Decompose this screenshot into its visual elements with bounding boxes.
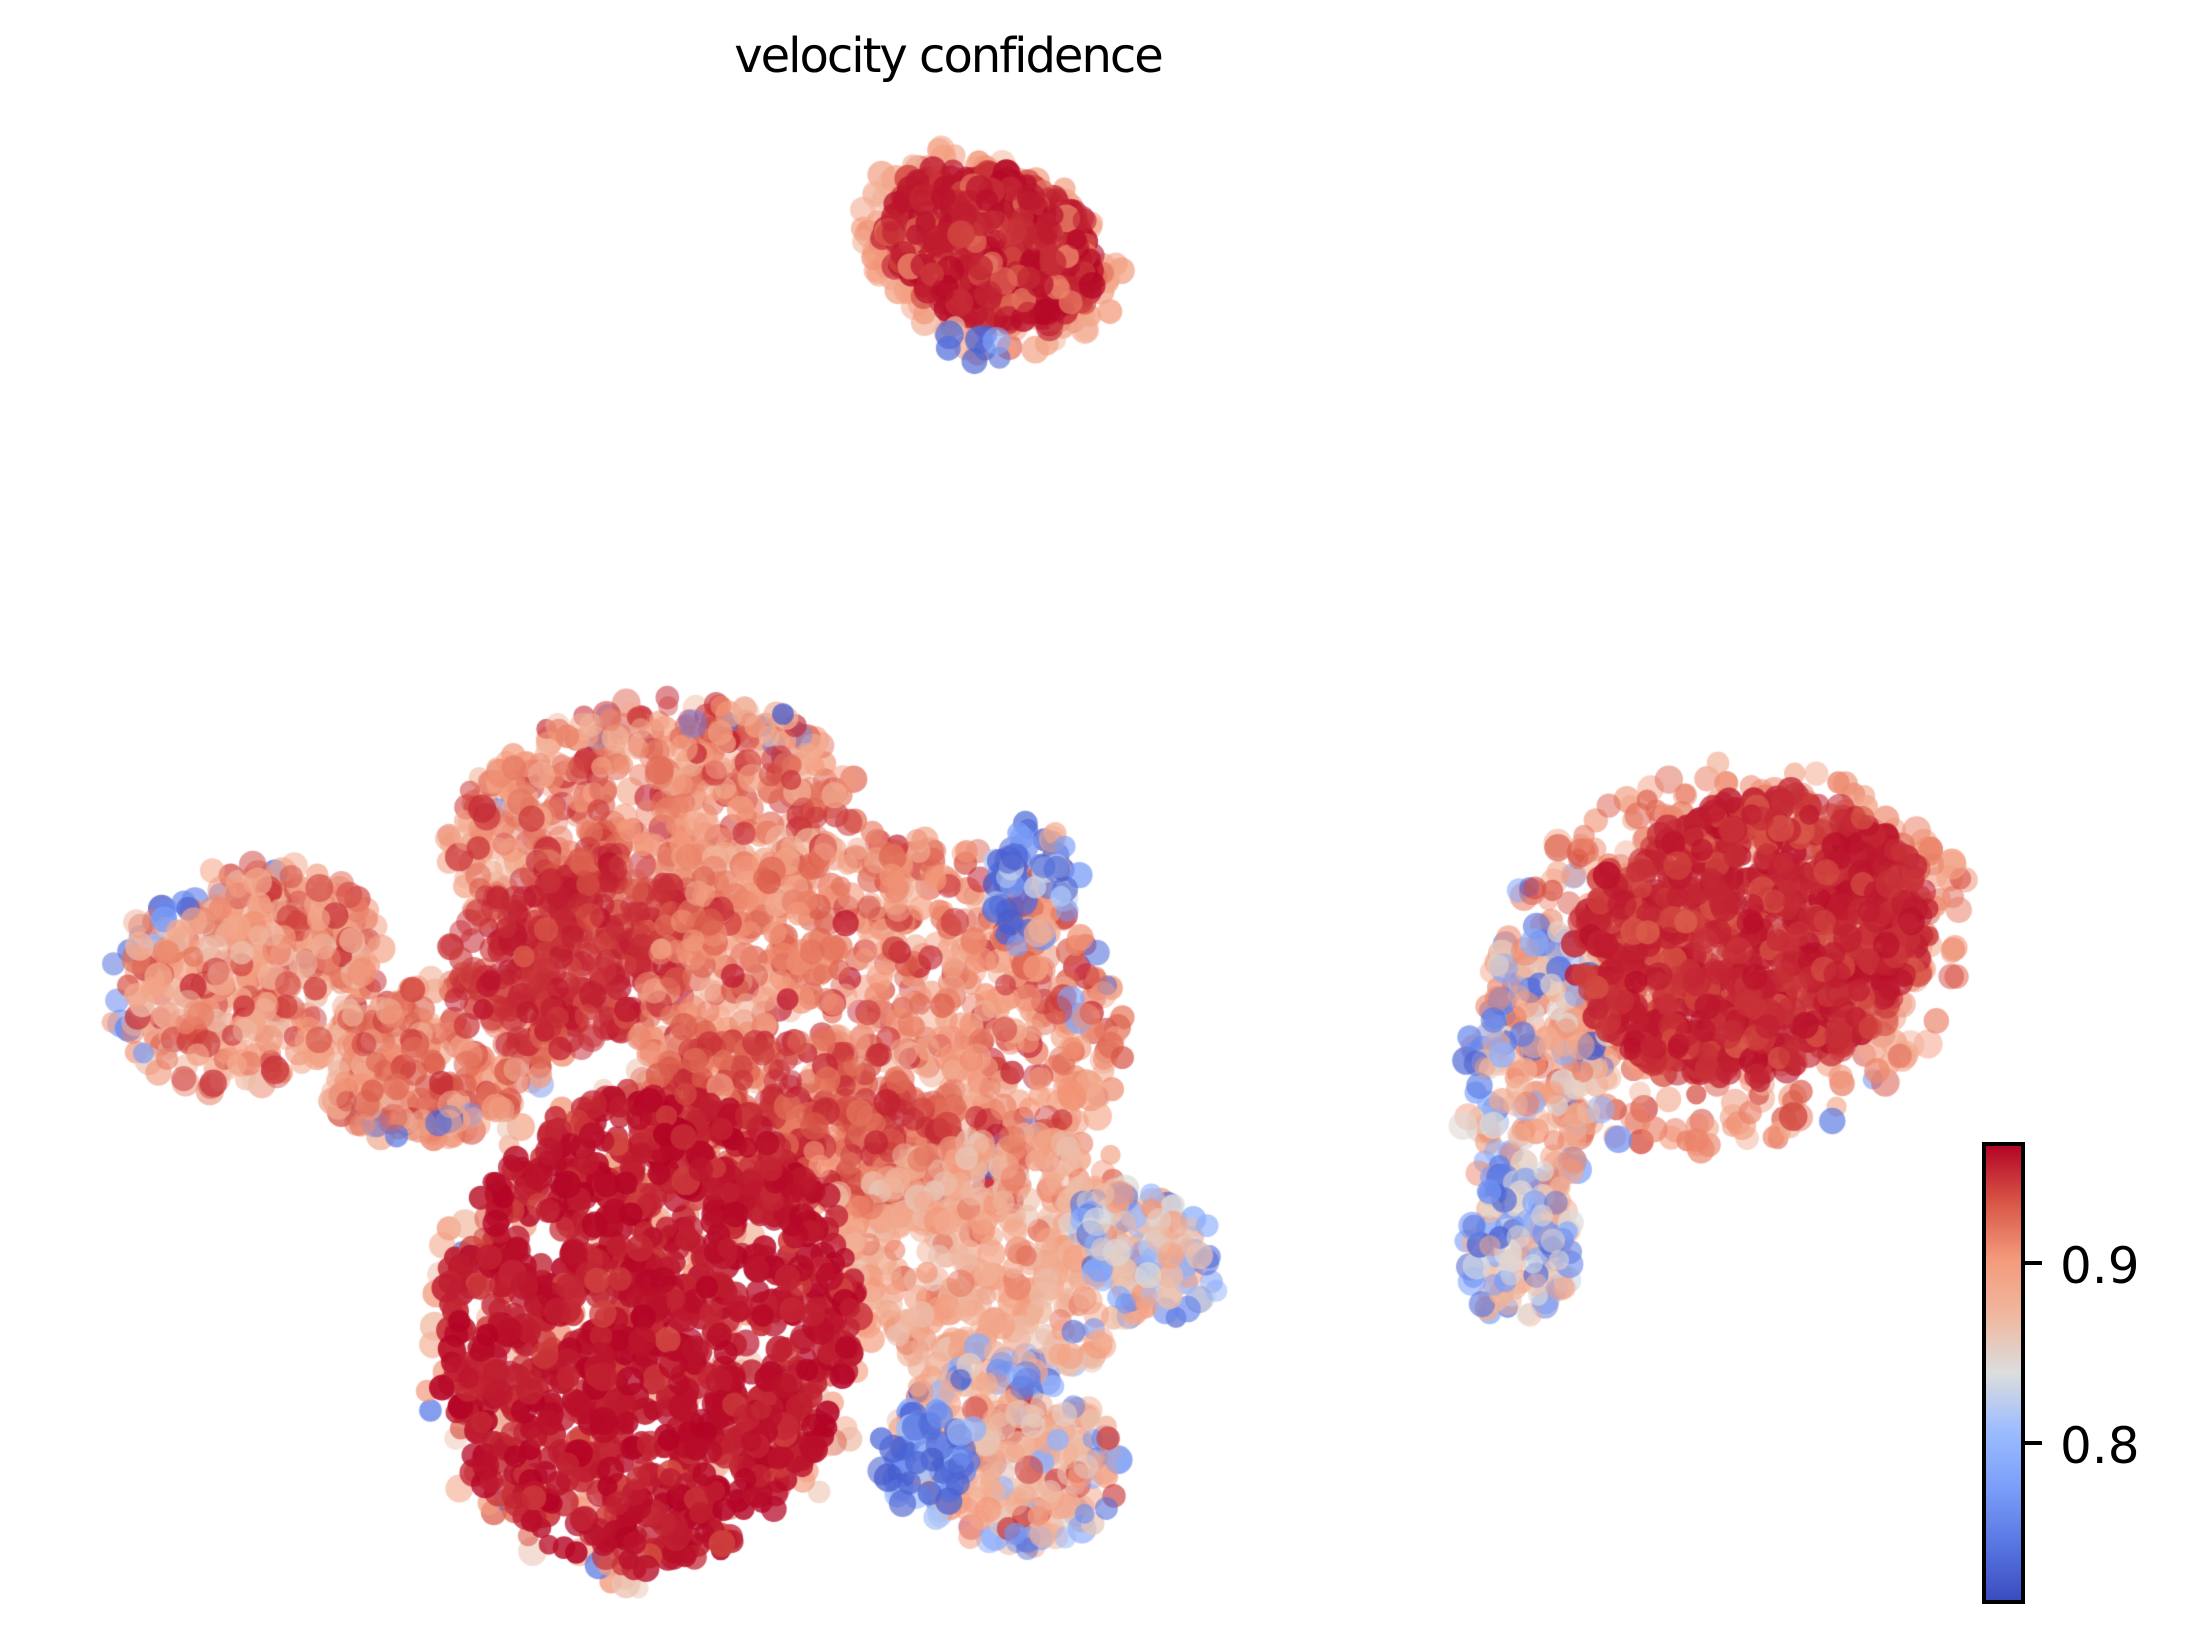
colorbar-tick <box>2025 1261 2042 1265</box>
colorbar-tick-label: 0.8 <box>2060 1417 2140 1475</box>
colorbar-tick-label: 0.9 <box>2060 1237 2140 1295</box>
colorbar-tick <box>2025 1441 2042 1445</box>
colorbar <box>1982 1142 2025 1604</box>
plot-title: velocity confidence <box>734 28 1164 84</box>
